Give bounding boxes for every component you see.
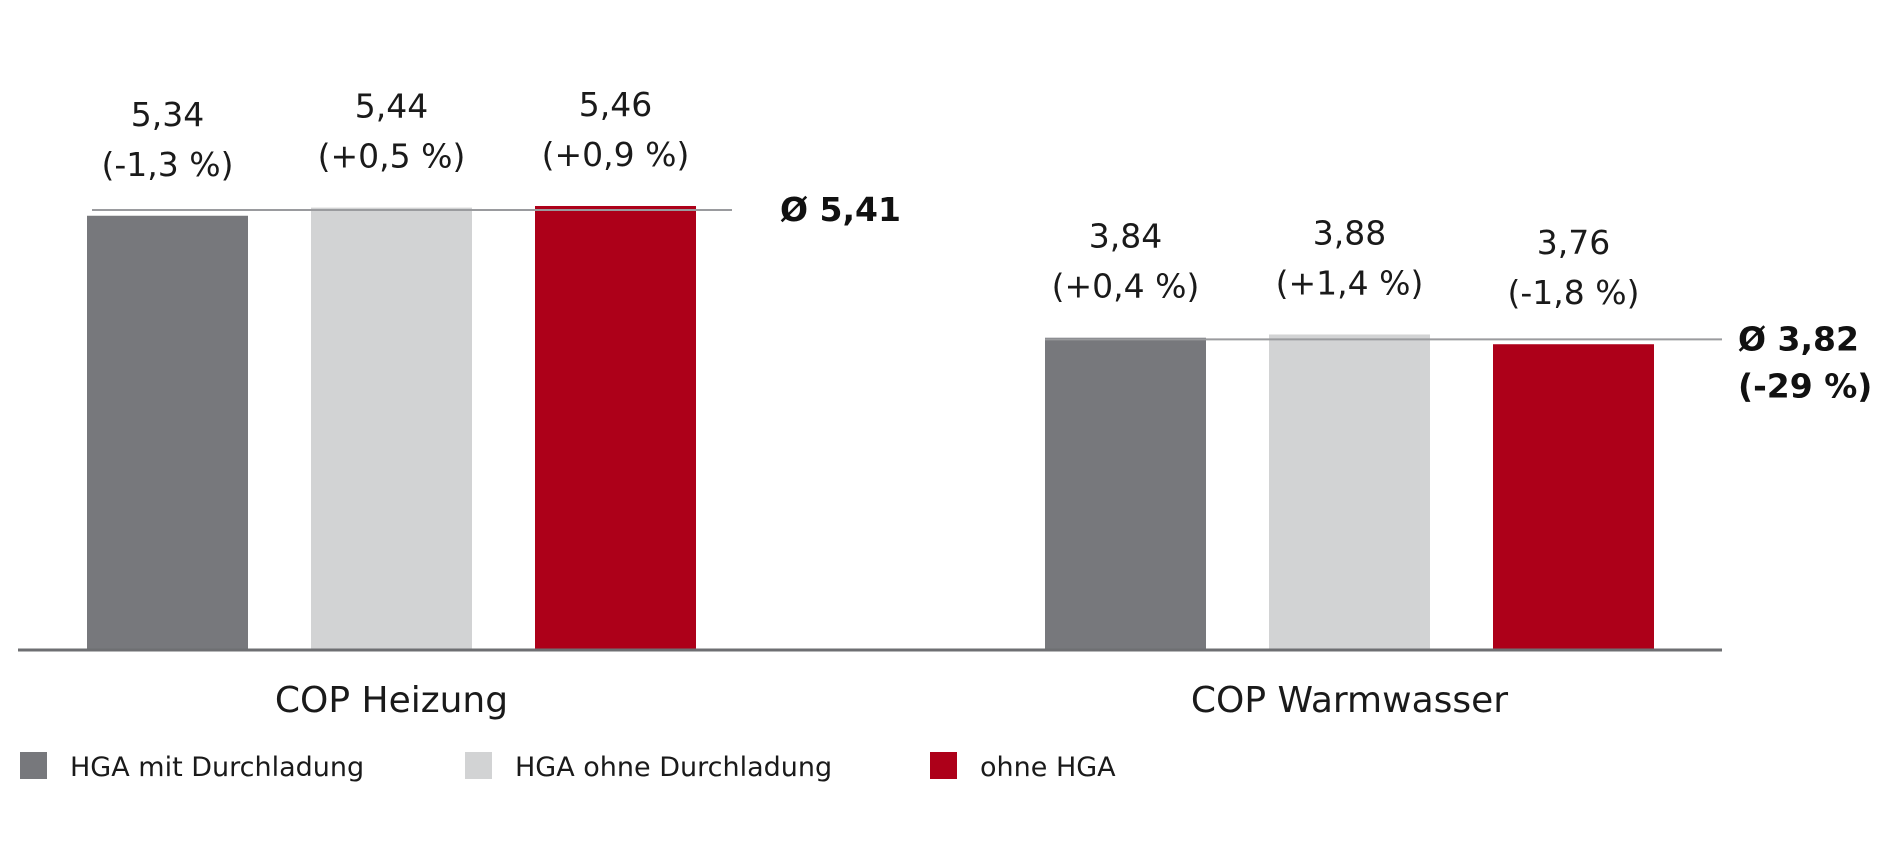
legend-swatch-2 — [465, 752, 492, 779]
legend-label-1: HGA mit Durchladung — [70, 752, 364, 783]
change-label-1-3: (+0,9 %) — [542, 135, 690, 174]
average-lines-layer — [92, 209, 1722, 341]
average-label-2: Ø 3,82 — [1738, 319, 1859, 358]
legend-label-3: ohne HGA — [980, 752, 1116, 783]
value-labels-layer: Ø 5,41 Ø 3,82 (-29 %) 5,34 (-1,3 %) 5,44 (+0,5… — [102, 85, 1873, 405]
category-label-2: COP Warmwasser — [1191, 680, 1508, 721]
bars-layer — [87, 205, 1654, 650]
bar-1-3 — [535, 205, 696, 650]
value-label-2-3: 3,76 — [1537, 223, 1610, 262]
value-label-2-1: 3,84 — [1089, 217, 1162, 256]
change-label-1-1: (-1,3 %) — [102, 145, 234, 184]
bar-1-1 — [87, 215, 248, 650]
bar-2-2 — [1269, 334, 1430, 650]
change-label-1-2: (+0,5 %) — [318, 137, 466, 176]
bar-2-1 — [1045, 337, 1206, 650]
legend-swatch-3 — [930, 752, 957, 779]
bar-1-2 — [311, 207, 472, 650]
legend: HGA mit Durchladung HGA ohne Durchladung o… — [20, 752, 1116, 783]
change-label-2-1: (+0,4 %) — [1052, 267, 1200, 306]
value-label-1-3: 5,46 — [579, 85, 652, 124]
category-labels-layer: COP Heizung COP Warmwasser — [275, 680, 1508, 721]
value-label-1-1: 5,34 — [131, 95, 204, 134]
legend-swatch-1 — [20, 752, 47, 779]
bar-2-3 — [1493, 344, 1654, 650]
average-label-1: Ø 5,41 — [780, 190, 901, 229]
average-change-label-2: (-29 %) — [1738, 366, 1872, 405]
value-label-1-2: 5,44 — [355, 87, 428, 126]
change-label-2-2: (+1,4 %) — [1276, 263, 1424, 302]
change-label-2-3: (-1,8 %) — [1508, 273, 1640, 312]
value-label-2-2: 3,88 — [1313, 213, 1386, 252]
category-label-1: COP Heizung — [275, 680, 508, 721]
legend-label-2: HGA ohne Durchladung — [515, 752, 832, 783]
